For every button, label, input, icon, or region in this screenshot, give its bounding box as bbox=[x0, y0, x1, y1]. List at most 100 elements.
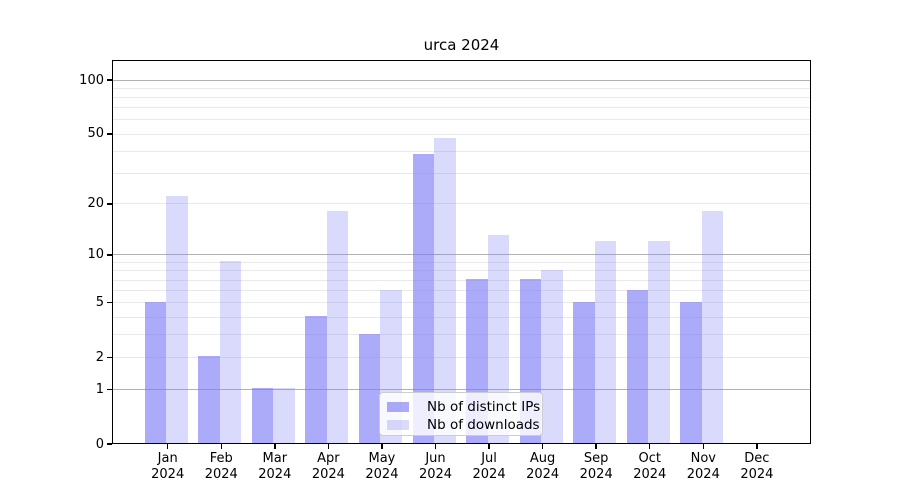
bar-downloads-oct bbox=[648, 240, 670, 443]
x-tick-mark-feb bbox=[220, 444, 222, 449]
bar-distinct-ips-apr bbox=[305, 316, 327, 443]
x-tick-label-aug: Aug 2024 bbox=[503, 451, 583, 483]
minor-gridline-5 bbox=[113, 302, 810, 304]
y-tick-mark-50 bbox=[107, 133, 112, 135]
x-tick-month-jan: Jan bbox=[157, 451, 178, 466]
x-tick-month-jul: Jul bbox=[481, 451, 497, 466]
x-tick-label-feb: Feb 2024 bbox=[181, 451, 261, 483]
y-tick-mark-2 bbox=[107, 356, 112, 359]
chart-title: urca 2024 bbox=[423, 36, 500, 54]
bar-distinct-ips-sep bbox=[573, 301, 595, 443]
x-tick-label-jul: Jul 2024 bbox=[449, 451, 529, 483]
legend-entry-downloads: Nb of downloads bbox=[387, 416, 540, 433]
y-tick-mark-100 bbox=[107, 79, 112, 81]
x-tick-year-jan: 2024 bbox=[151, 467, 185, 482]
bar-downloads-jun bbox=[434, 137, 456, 443]
legend-swatch-distinct-ips bbox=[387, 401, 409, 412]
x-tick-year-aug: 2024 bbox=[526, 467, 560, 482]
y-tick-mark-1 bbox=[107, 388, 112, 391]
x-tick-month-feb: Feb bbox=[209, 451, 233, 466]
bar-downloads-feb bbox=[219, 261, 242, 443]
x-tick-label-sep: Sep 2024 bbox=[556, 451, 636, 483]
bar-downloads-apr bbox=[326, 210, 349, 443]
x-tick-month-sep: Sep bbox=[583, 451, 609, 466]
x-tick-label-apr: Apr 2024 bbox=[288, 451, 368, 483]
minor-gridline-4 bbox=[113, 316, 810, 318]
x-tick-month-aug: Aug bbox=[529, 451, 556, 466]
minor-gridline-90 bbox=[113, 87, 810, 89]
minor-gridline-70 bbox=[113, 107, 810, 109]
minor-gridline-20 bbox=[113, 203, 810, 205]
y-tick-label-50: 50 bbox=[87, 126, 104, 142]
legend-label-downloads: Nb of downloads bbox=[427, 416, 540, 433]
minor-gridline-8 bbox=[113, 270, 810, 272]
y-tick-label-20: 20 bbox=[87, 196, 104, 212]
x-tick-mark-aug bbox=[541, 444, 544, 449]
x-tick-mark-may bbox=[381, 444, 383, 449]
x-tick-label-dec: Dec 2024 bbox=[717, 451, 797, 483]
x-tick-mark-oct bbox=[649, 444, 651, 449]
x-tick-month-apr: Apr bbox=[317, 451, 340, 466]
bar-distinct-ips-feb bbox=[198, 356, 220, 443]
bar-downloads-jan bbox=[166, 195, 188, 443]
x-tick-label-jun: Jun 2024 bbox=[396, 451, 476, 483]
y-tick-label-1: 1 bbox=[95, 381, 104, 397]
bar-downloads-nov bbox=[701, 210, 724, 443]
x-tick-year-feb: 2024 bbox=[204, 467, 238, 482]
bar-distinct-ips-jun bbox=[412, 154, 434, 443]
x-tick-label-oct: Oct 2024 bbox=[610, 451, 690, 483]
x-tick-month-dec: Dec bbox=[744, 451, 770, 466]
x-tick-year-sep: 2024 bbox=[579, 467, 613, 482]
x-tick-month-nov: Nov bbox=[690, 451, 716, 466]
x-tick-mark-dec bbox=[756, 444, 758, 449]
bar-downloads-sep bbox=[594, 240, 617, 443]
y-tick-label-2: 2 bbox=[95, 349, 104, 365]
x-tick-mark-jun bbox=[434, 444, 437, 449]
x-tick-mark-jul bbox=[488, 444, 490, 449]
legend-label-distinct-ips: Nb of distinct IPs bbox=[427, 398, 541, 415]
x-tick-mark-nov bbox=[702, 444, 704, 449]
y-tick-mark-20 bbox=[107, 203, 112, 205]
x-tick-month-jun: Jun bbox=[425, 451, 446, 466]
minor-gridline-40 bbox=[113, 150, 810, 152]
x-tick-label-jan: Jan 2024 bbox=[128, 451, 208, 483]
minor-gridline-50 bbox=[113, 133, 810, 135]
legend: Nb of distinct IPs Nb of downloads bbox=[379, 392, 543, 436]
bar-distinct-ips-oct bbox=[626, 289, 649, 443]
x-tick-label-may: May 2024 bbox=[342, 451, 422, 483]
bar-distinct-ips-mar bbox=[251, 388, 274, 443]
major-gridline-1 bbox=[113, 388, 810, 390]
x-tick-month-may: May bbox=[368, 451, 396, 466]
y-tick-label-0: 0 bbox=[95, 436, 104, 452]
legend-entry-distinct-ips: Nb of distinct IPs bbox=[387, 398, 540, 415]
minor-gridline-7 bbox=[113, 279, 810, 281]
x-tick-month-oct: Oct bbox=[638, 451, 661, 466]
legend-swatch-downloads bbox=[387, 419, 409, 430]
minor-gridline-60 bbox=[113, 119, 810, 121]
x-tick-year-apr: 2024 bbox=[311, 467, 345, 482]
bar-distinct-ips-may bbox=[358, 333, 381, 443]
bar-distinct-ips-nov bbox=[680, 301, 702, 443]
x-tick-year-nov: 2024 bbox=[686, 467, 720, 482]
y-tick-label-5: 5 bbox=[95, 295, 104, 311]
y-tick-mark-5 bbox=[107, 301, 112, 304]
bar-distinct-ips-jan bbox=[144, 301, 167, 443]
minor-gridline-3 bbox=[113, 334, 810, 336]
y-tick-mark-0 bbox=[107, 443, 112, 445]
plot-area bbox=[112, 60, 811, 444]
bar-downloads-mar bbox=[273, 388, 295, 443]
minor-gridline-80 bbox=[113, 97, 810, 99]
minor-gridline-30 bbox=[113, 172, 810, 174]
x-tick-year-dec: 2024 bbox=[740, 467, 774, 482]
minor-gridline-2 bbox=[113, 356, 810, 358]
y-tick-label-10: 10 bbox=[87, 247, 104, 263]
x-tick-mark-jan bbox=[167, 444, 169, 449]
x-tick-mark-mar bbox=[274, 444, 276, 449]
x-tick-label-nov: Nov 2024 bbox=[663, 451, 743, 483]
bar-downloads-jul bbox=[487, 234, 510, 443]
y-tick-label-100: 100 bbox=[79, 72, 104, 88]
x-tick-year-mar: 2024 bbox=[258, 467, 292, 482]
x-tick-month-mar: Mar bbox=[262, 451, 288, 466]
x-tick-mark-apr bbox=[327, 444, 330, 449]
